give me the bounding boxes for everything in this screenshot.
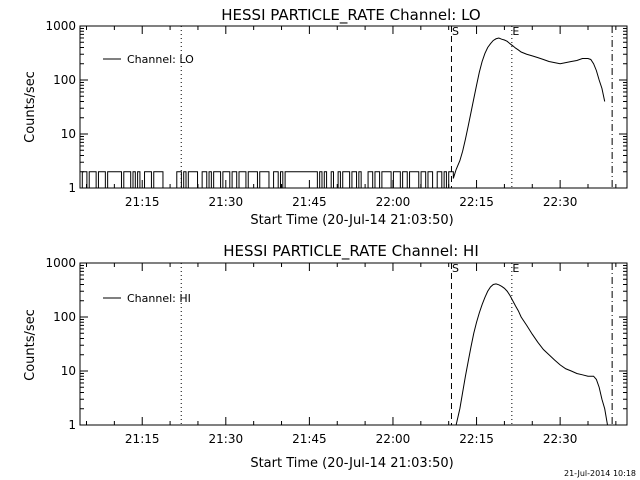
panel-hi-series-line — [455, 283, 608, 426]
panel-hi-title: HESSI PARTICLE_RATE Channel: HI — [223, 242, 479, 261]
panel-lo-y-tick-label: 100 — [53, 73, 76, 87]
panel-lo-x-tick-label: 21:30 — [209, 195, 244, 209]
panel-lo-x-tick-label: 22:15 — [459, 195, 494, 209]
panel-lo-y-tick-label: 1 — [68, 181, 76, 195]
panel-lo-x-axis-label: Start Time (20-Jul-14 21:03:50) — [250, 213, 453, 228]
panel-lo-legend-label: Channel: LO — [127, 53, 194, 66]
panel-hi-x-tick-label: 22:30 — [543, 432, 578, 446]
panel-lo-y-tick-label: 10 — [61, 127, 76, 141]
panel-hi-marker-label: E — [512, 262, 519, 275]
panel-lo-x-tick-label: 22:30 — [543, 195, 578, 209]
panel-lo-x-tick-label: 21:15 — [125, 195, 160, 209]
panel-hi-x-tick-label: 22:00 — [376, 432, 411, 446]
panel-lo: HESSI PARTICLE_RATE Channel: LO 1 10 100 10… — [23, 6, 628, 228]
panel-hi-x-axis: 21:15 21:30 21:45 22:00 22:15 22:30 — [86, 263, 617, 446]
panel-hi-y-axis: 1 10 100 1000 — [45, 256, 627, 432]
panel-hi-series — [455, 283, 608, 426]
panel-lo-y-tick-label: 1000 — [45, 19, 76, 33]
panel-hi-x-tick-label: 21:30 — [209, 432, 244, 446]
panel-lo-x-tick-label: 22:00 — [376, 195, 411, 209]
panel-hi-y-tick-label: 10 — [61, 364, 76, 378]
panel-lo-plot-frame — [79, 25, 628, 189]
panel-lo-y-axis-label: Counts/sec — [23, 71, 38, 143]
panel-hi-y-axis-label: Counts/sec — [23, 309, 38, 381]
panel-hi-legend: Channel: HI — [103, 292, 191, 305]
footer-timestamp: 21-Jul-2014 10:18 — [564, 469, 636, 478]
panel-hi-x-tick-label: 21:45 — [292, 432, 327, 446]
panel-lo-series — [80, 37, 606, 189]
panel-hi-x-tick-label: 22:15 — [459, 432, 494, 446]
panel-hi-plot-frame — [79, 262, 628, 426]
panel-lo-marker-label: S — [452, 25, 459, 38]
panel-lo-x-axis: 21:15 21:30 21:45 22:00 22:15 22:30 — [86, 26, 617, 209]
panel-lo-x-tick-label: 21:45 — [292, 195, 327, 209]
panel-hi-x-tick-label: 21:15 — [125, 432, 160, 446]
panel-lo-series-line — [80, 37, 606, 189]
panel-lo-title: HESSI PARTICLE_RATE Channel: LO — [221, 6, 480, 25]
panel-hi-y-tick-label: 1 — [68, 418, 76, 432]
panel-lo-y-axis: 1 10 100 1000 — [45, 19, 627, 195]
panel-lo-marker-label: E — [512, 25, 519, 38]
panel-lo-legend: Channel: LO — [103, 53, 194, 66]
panel-hi-y-tick-label: 100 — [53, 310, 76, 324]
panel-hi: HESSI PARTICLE_RATE Channel: HI 1 10 100 10… — [23, 242, 628, 471]
panel-hi-legend-label: Channel: HI — [127, 292, 191, 305]
panel-hi-marker-label: S — [452, 262, 459, 275]
panel-hi-y-tick-label: 1000 — [45, 256, 76, 270]
panel-hi-x-axis-label: Start Time (20-Jul-14 21:03:50) — [250, 456, 453, 471]
